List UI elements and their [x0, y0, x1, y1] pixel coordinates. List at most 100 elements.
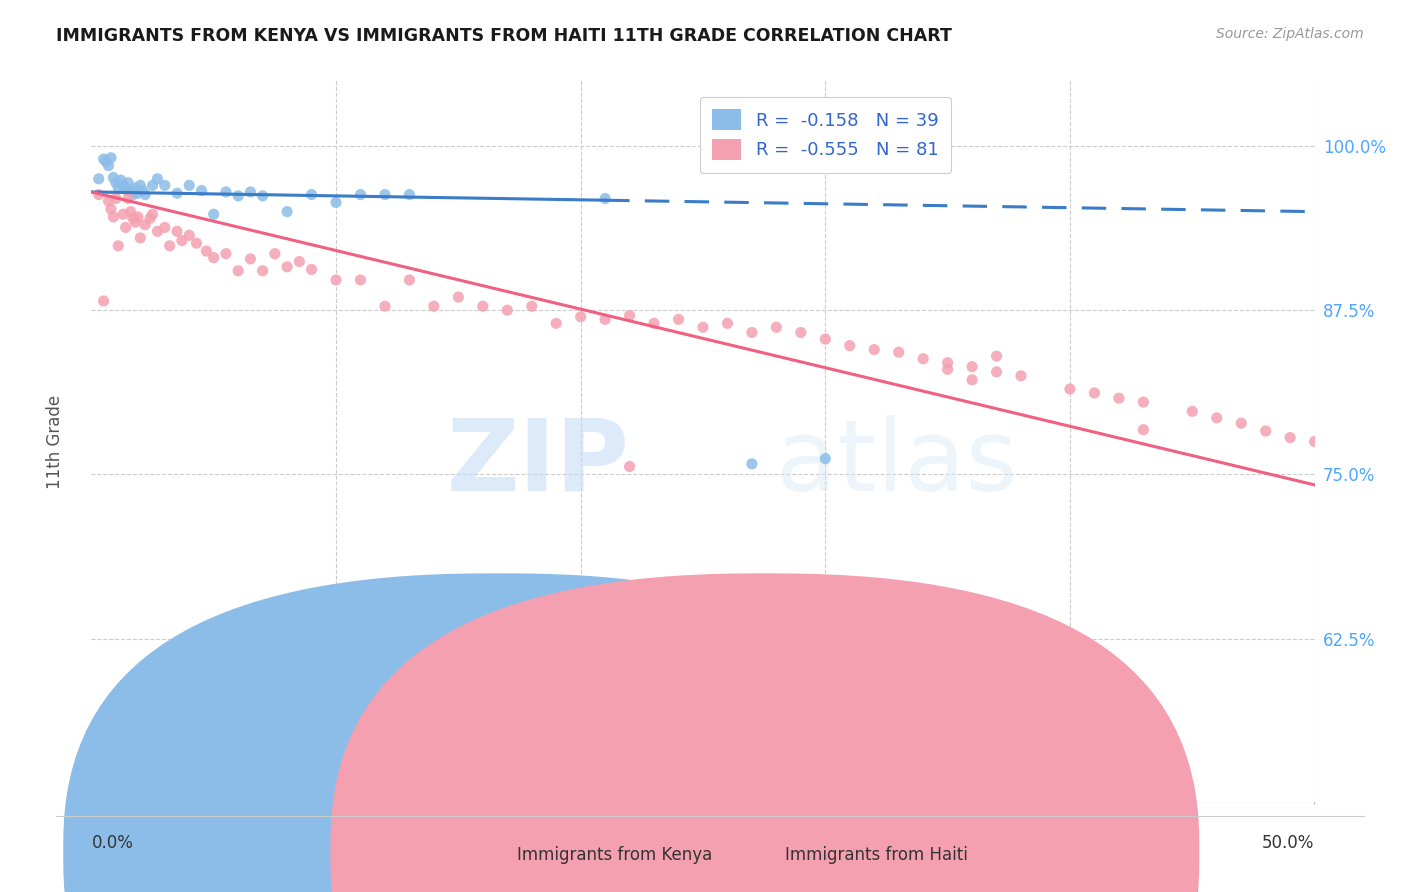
- Point: [104, 192, 127, 206]
- Point: [166, 224, 188, 238]
- Point: [349, 273, 371, 287]
- Point: [122, 211, 145, 226]
- Point: [619, 309, 641, 323]
- Point: [643, 316, 665, 330]
- Point: [129, 178, 152, 193]
- Point: [239, 185, 262, 199]
- Point: [986, 349, 1008, 363]
- Point: [325, 195, 347, 210]
- Text: ZIP: ZIP: [447, 415, 630, 512]
- Point: [276, 204, 298, 219]
- Point: [619, 459, 641, 474]
- Point: [288, 254, 311, 268]
- Point: [398, 273, 420, 287]
- Point: [114, 182, 136, 196]
- Point: [668, 312, 690, 326]
- Point: [936, 362, 959, 376]
- Point: [1303, 434, 1326, 449]
- Point: [87, 171, 110, 186]
- Point: [960, 373, 983, 387]
- Point: [112, 178, 135, 193]
- Point: [215, 246, 238, 260]
- Point: [122, 187, 145, 202]
- Point: [127, 186, 149, 201]
- Point: [1108, 391, 1130, 405]
- Point: [141, 178, 163, 193]
- Text: 50.0%: 50.0%: [1263, 834, 1315, 852]
- Point: [1254, 424, 1277, 438]
- Point: [496, 303, 519, 318]
- Point: [912, 351, 935, 366]
- Point: [471, 299, 494, 313]
- Point: [202, 207, 225, 221]
- Point: [986, 365, 1008, 379]
- Point: [190, 184, 212, 198]
- Point: [692, 320, 714, 334]
- Point: [264, 246, 287, 260]
- Point: [100, 151, 122, 165]
- Point: [103, 170, 125, 185]
- Point: [127, 210, 149, 224]
- Text: Immigrants from Kenya: Immigrants from Kenya: [517, 846, 713, 863]
- Point: [814, 451, 837, 466]
- Point: [741, 457, 763, 471]
- Point: [374, 714, 396, 729]
- Point: [1132, 423, 1154, 437]
- Point: [93, 293, 115, 308]
- Point: [100, 202, 122, 216]
- Point: [1181, 404, 1204, 418]
- Point: [141, 207, 163, 221]
- Point: [252, 264, 274, 278]
- Point: [215, 185, 238, 199]
- Point: [97, 159, 120, 173]
- Point: [166, 186, 188, 201]
- Point: [814, 332, 837, 346]
- Point: [179, 228, 201, 243]
- Point: [1132, 395, 1154, 409]
- Point: [132, 184, 155, 198]
- Point: [153, 220, 176, 235]
- Point: [153, 178, 176, 193]
- Point: [790, 326, 813, 340]
- Point: [838, 338, 860, 352]
- Text: Source: ZipAtlas.com: Source: ZipAtlas.com: [1216, 27, 1364, 41]
- Point: [1059, 382, 1081, 396]
- Point: [146, 171, 169, 186]
- Point: [1010, 368, 1032, 383]
- Point: [520, 299, 543, 313]
- Point: [226, 264, 249, 278]
- Point: [276, 260, 298, 274]
- Point: [423, 299, 446, 313]
- Point: [325, 273, 347, 287]
- Point: [887, 345, 910, 359]
- Point: [239, 252, 262, 266]
- Point: [112, 207, 135, 221]
- Point: [936, 356, 959, 370]
- Point: [301, 187, 323, 202]
- Point: [349, 187, 371, 202]
- Point: [93, 152, 115, 166]
- Point: [114, 220, 136, 235]
- Point: [374, 187, 396, 202]
- Point: [120, 204, 142, 219]
- Point: [129, 231, 152, 245]
- Point: [107, 181, 129, 195]
- Point: [170, 234, 193, 248]
- Point: [120, 184, 142, 198]
- Point: [960, 359, 983, 374]
- Point: [765, 320, 787, 334]
- Point: [546, 316, 568, 330]
- Point: [1205, 410, 1227, 425]
- Point: [146, 224, 169, 238]
- Text: Immigrants from Haiti: Immigrants from Haiti: [785, 846, 967, 863]
- Point: [1230, 416, 1253, 430]
- Point: [195, 244, 218, 258]
- Point: [863, 343, 886, 357]
- Point: [202, 251, 225, 265]
- Point: [117, 176, 139, 190]
- Point: [252, 189, 274, 203]
- Point: [374, 299, 396, 313]
- Point: [1083, 386, 1105, 401]
- Point: [593, 312, 616, 326]
- Text: 11th Grade: 11th Grade: [45, 394, 63, 489]
